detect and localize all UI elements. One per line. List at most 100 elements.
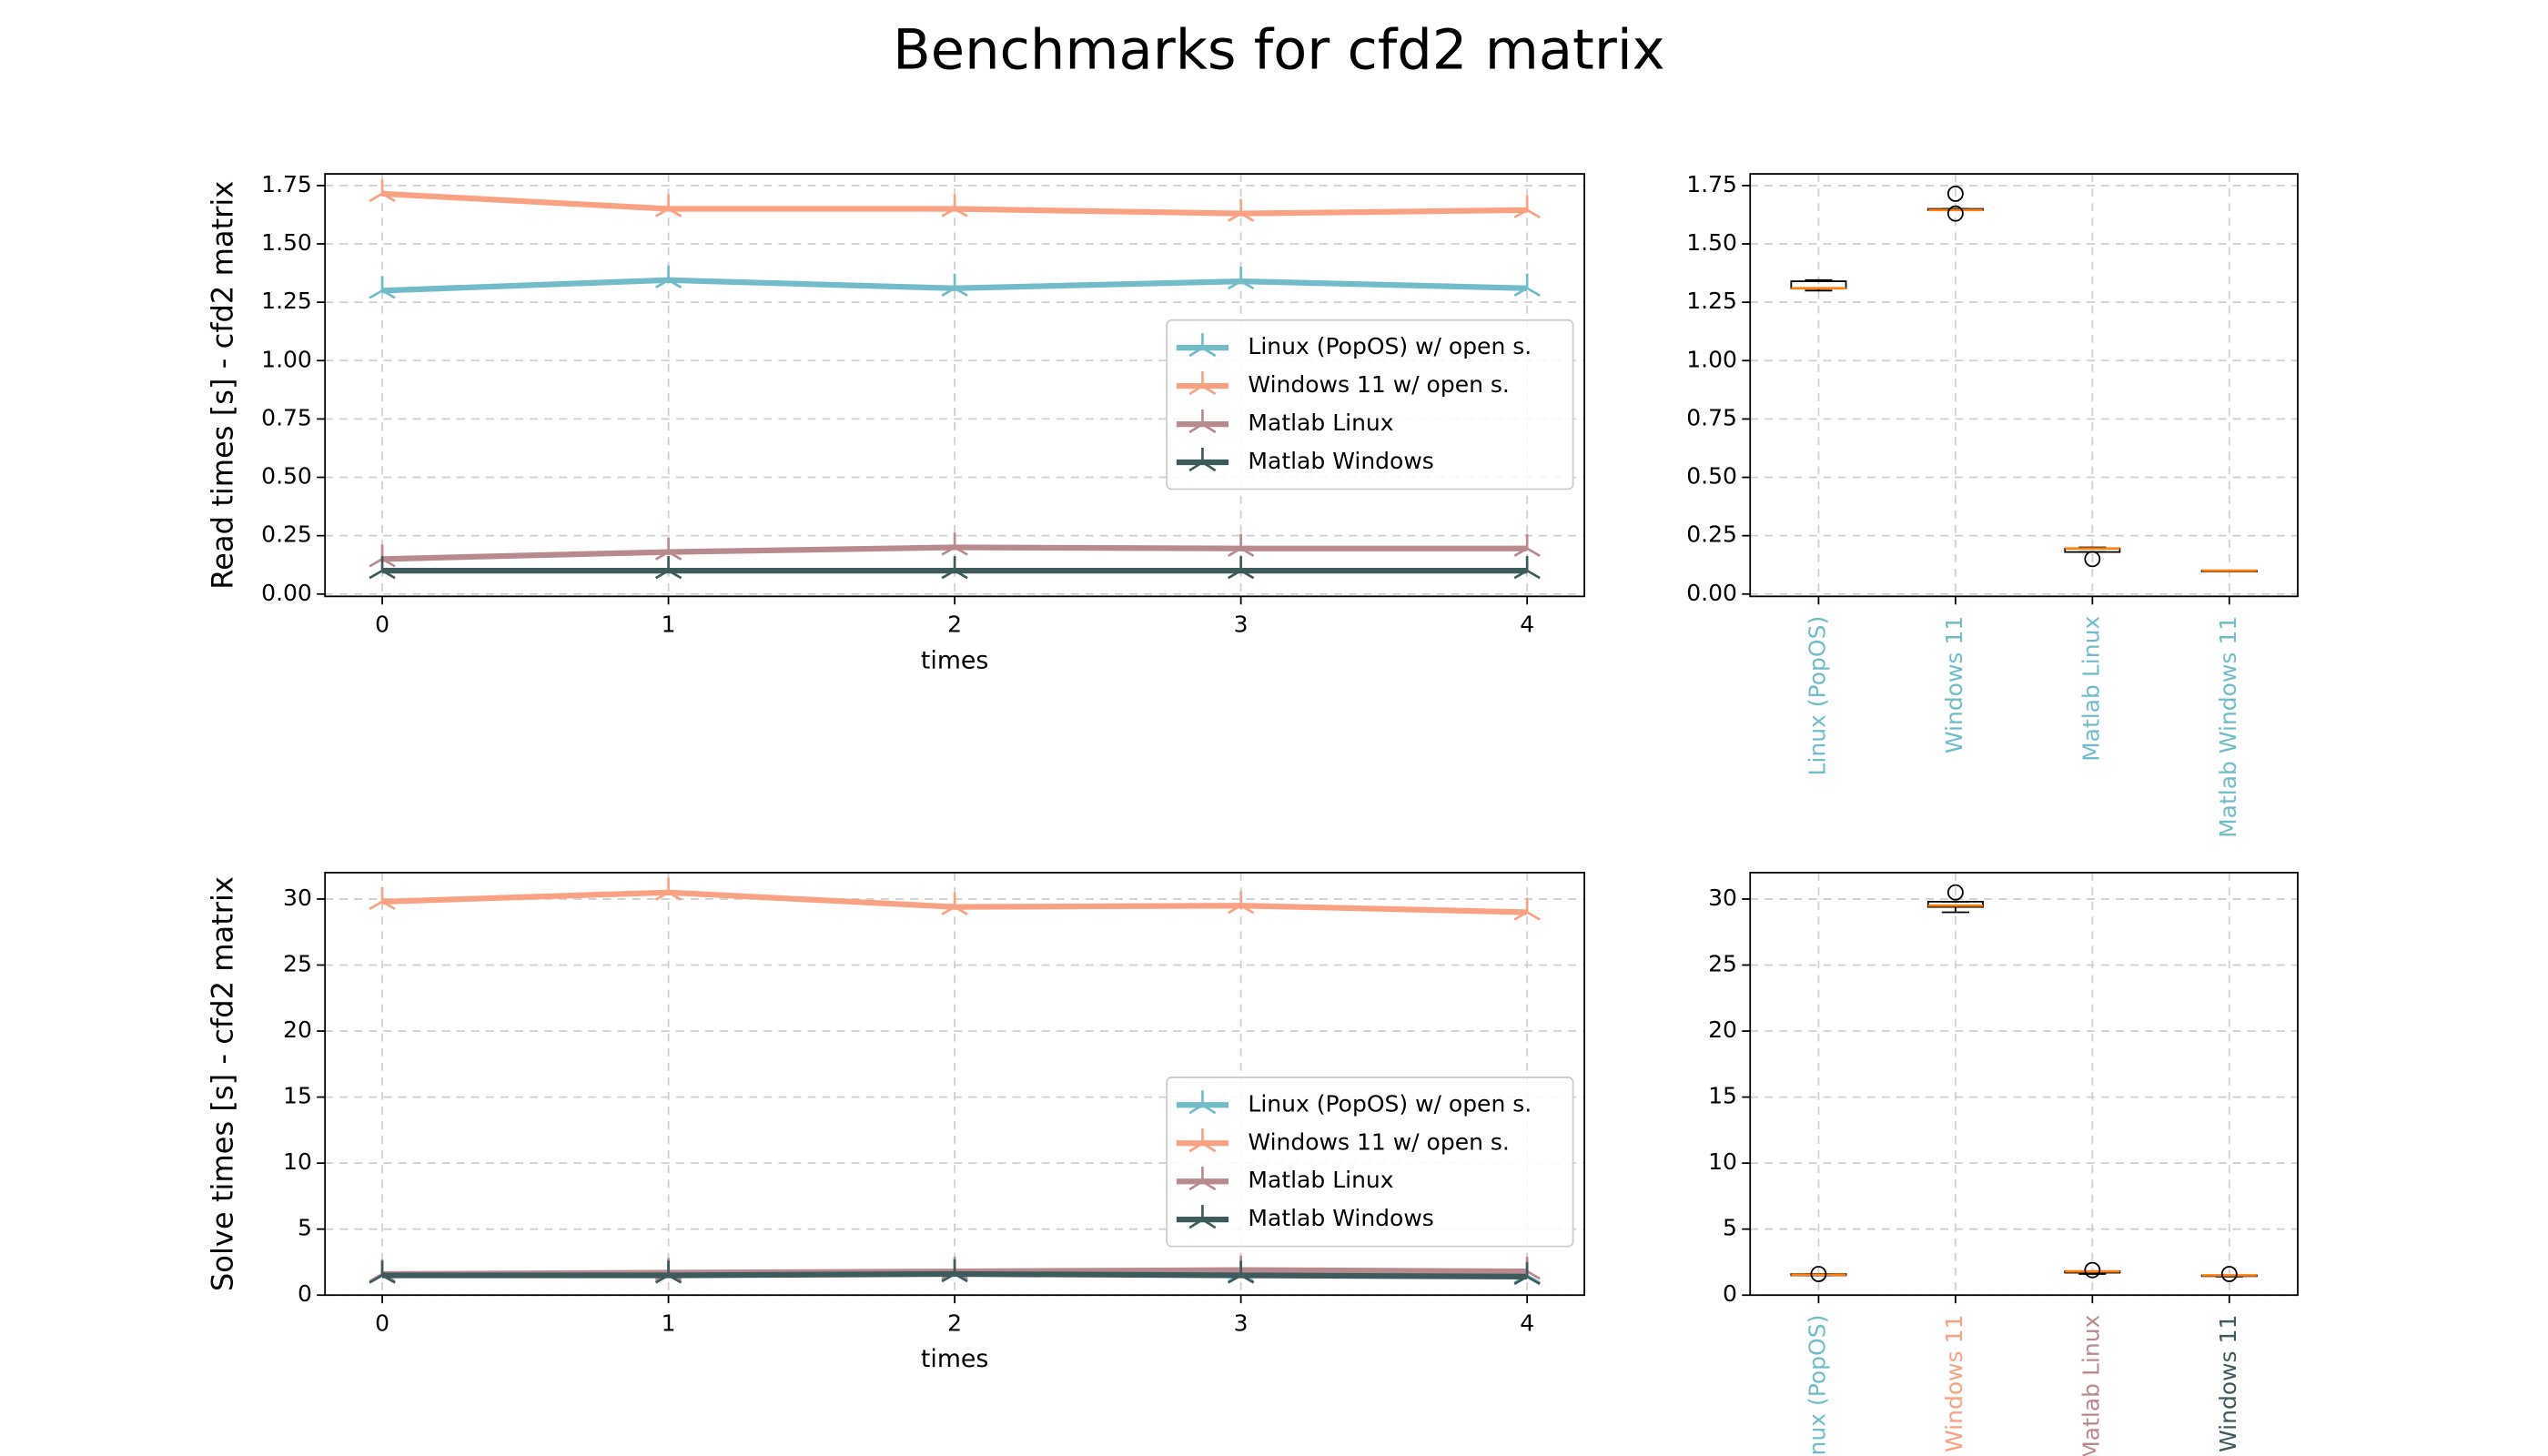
y-tick-label: 0.25 xyxy=(1686,521,1737,548)
x-tick-label: Linux (PopOS) xyxy=(1804,616,1830,776)
marker xyxy=(1513,195,1541,219)
legend: Linux (PopOS) w/ open s. Windows 11 w/ op… xyxy=(1166,1077,1574,1248)
y-tick-label: 0.75 xyxy=(261,404,312,430)
marker xyxy=(941,1259,968,1283)
y-axis-label: Solve times [s] - cfd2 matrix xyxy=(205,876,239,1291)
legend-label: Matlab Windows xyxy=(1248,1205,1433,1231)
x-tick-label: 0 xyxy=(375,612,389,638)
y-tick-label: 10 xyxy=(1708,1148,1737,1175)
legend-marker xyxy=(1188,1090,1217,1115)
legend-marker xyxy=(1188,1128,1217,1153)
legend-marker xyxy=(1188,410,1217,434)
y-tick-label: 0.00 xyxy=(1686,580,1737,606)
marker xyxy=(654,1260,682,1284)
y-tick-label: 1.00 xyxy=(261,346,312,372)
y-tick-label: 20 xyxy=(283,1016,312,1043)
axes-frame xyxy=(1749,872,2299,1297)
axes-frame xyxy=(324,173,1585,598)
x-tick-label: 0 xyxy=(375,1309,389,1336)
legend-label: Matlab Linux xyxy=(1248,1167,1393,1193)
y-tick-label: 1.50 xyxy=(261,229,312,256)
x-tick-label: Matlab Windows 11 xyxy=(2215,1315,2241,1456)
y-tick-label: 0.00 xyxy=(261,580,312,606)
marker xyxy=(654,877,682,901)
legend-label: Linux (PopOS) w/ open s. xyxy=(1248,1090,1532,1117)
legend-marker xyxy=(1188,371,1217,396)
y-tick-label: 5 xyxy=(1723,1215,1737,1241)
y-tick-label: 30 xyxy=(283,885,312,911)
y-tick-label: 10 xyxy=(283,1148,312,1175)
marker xyxy=(654,537,682,561)
x-axis-label: times xyxy=(921,1345,988,1373)
marker xyxy=(369,556,396,580)
marker xyxy=(1513,273,1541,297)
y-tick-label: 15 xyxy=(1708,1083,1737,1109)
marker xyxy=(1227,266,1255,290)
legend-label: Linux (PopOS) w/ open s. xyxy=(1248,333,1532,359)
y-tick-label: 25 xyxy=(283,950,312,976)
y-tick-label: 1.25 xyxy=(1686,288,1737,314)
marker xyxy=(941,273,968,297)
marker xyxy=(1227,556,1255,580)
marker xyxy=(941,194,968,217)
legend-marker xyxy=(1188,1205,1217,1229)
marker xyxy=(369,886,396,911)
y-tick-label: 1.75 xyxy=(1686,171,1737,197)
y-tick-label: 1.00 xyxy=(1686,346,1737,372)
flier xyxy=(2220,1266,2238,1282)
x-tick-label: Matlab Linux xyxy=(2078,616,2104,762)
x-tick-label: 3 xyxy=(1234,1309,1249,1336)
marker xyxy=(654,194,682,217)
legend-marker xyxy=(1188,333,1217,358)
box xyxy=(1926,900,1984,908)
marker xyxy=(369,1260,396,1284)
marker xyxy=(1513,533,1541,557)
marker xyxy=(369,178,396,203)
x-tick-label: 1 xyxy=(662,612,676,638)
flier xyxy=(2084,1261,2101,1279)
marker xyxy=(1513,897,1541,921)
flier xyxy=(1946,205,1964,222)
x-tick-label: 4 xyxy=(1520,1309,1534,1336)
marker xyxy=(1227,1260,1255,1284)
x-tick-label: Windows 11 xyxy=(1941,616,1967,753)
y-tick-label: 1.75 xyxy=(261,171,312,197)
flier xyxy=(1810,1266,1827,1282)
legend-label: Matlab Windows xyxy=(1248,448,1433,474)
legend-label: Windows 11 w/ open s. xyxy=(1248,1128,1509,1155)
axes-frame xyxy=(1749,173,2299,598)
marker xyxy=(654,556,682,580)
x-tick-label: Matlab Linux xyxy=(2078,1315,2104,1456)
marker xyxy=(941,532,968,556)
y-tick-label: 0 xyxy=(1723,1280,1737,1307)
y-tick-label: 5 xyxy=(298,1215,312,1241)
y-tick-label: 15 xyxy=(283,1083,312,1109)
y-tick-label: 20 xyxy=(1708,1016,1737,1043)
x-tick-label: Linux (PopOS) xyxy=(1804,1315,1830,1456)
x-tick-label: 4 xyxy=(1520,612,1534,638)
legend-marker xyxy=(1188,447,1217,472)
marker xyxy=(1227,198,1255,222)
legend-frame xyxy=(1166,1077,1574,1248)
marker xyxy=(1513,556,1541,580)
marker xyxy=(941,892,968,915)
flier xyxy=(1946,884,1964,901)
axes-frame xyxy=(324,872,1585,1297)
legend: Linux (PopOS) w/ open s. Windows 11 w/ op… xyxy=(1166,318,1574,490)
y-tick-label: 1.25 xyxy=(261,288,312,314)
y-tick-label: 0 xyxy=(298,1280,312,1307)
x-tick-label: Windows 11 xyxy=(1941,1315,1967,1452)
y-tick-label: 25 xyxy=(1708,950,1737,976)
marker xyxy=(1227,891,1255,915)
legend-label: Windows 11 w/ open s. xyxy=(1248,371,1509,398)
marker xyxy=(654,265,682,288)
x-tick-label: 3 xyxy=(1234,612,1249,638)
legend-label: Matlab Linux xyxy=(1248,410,1393,436)
y-tick-label: 0.50 xyxy=(1686,463,1737,490)
x-tick-label: 2 xyxy=(947,612,962,638)
x-tick-label: Matlab Windows 11 xyxy=(2215,616,2241,838)
marker xyxy=(1227,533,1255,557)
legend-marker xyxy=(1188,1167,1217,1191)
